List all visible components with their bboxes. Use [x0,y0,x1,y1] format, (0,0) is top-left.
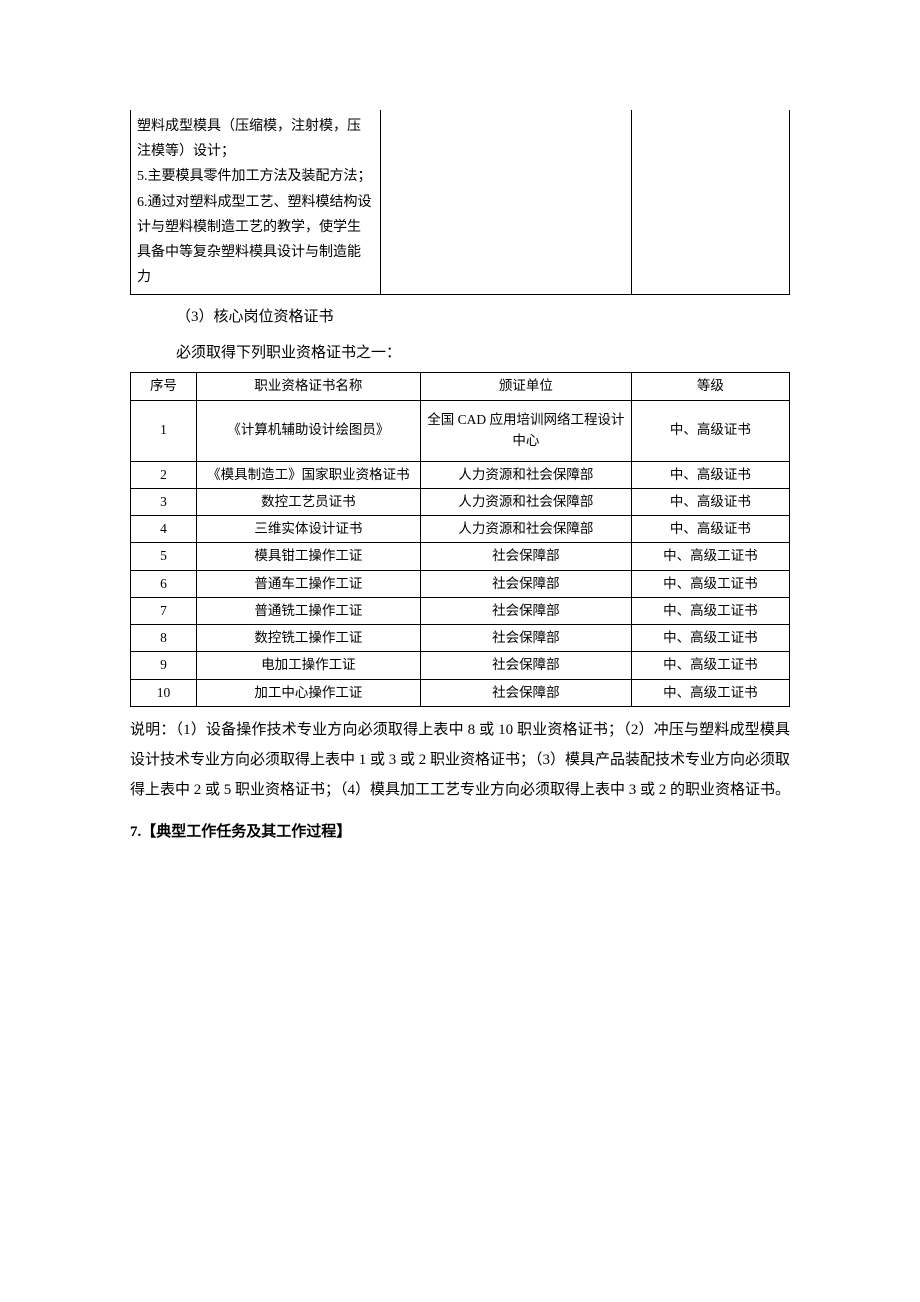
table-row: 4三维实体设计证书人力资源和社会保障部中、高级证书 [131,516,790,543]
section-7-heading: 7.【典型工作任务及其工作过程】 [130,820,790,846]
cert-cell-org: 社会保障部 [420,570,631,597]
cert-cell-n: 3 [131,488,197,515]
cert-cell-n: 6 [131,570,197,597]
col-header-org: 颁证单位 [420,373,631,400]
cert-cell-name: 数控工艺员证书 [196,488,420,515]
table-row: 10加工中心操作工证社会保障部中、高级工证书 [131,679,790,706]
cert-cell-level: 中、高级工证书 [631,597,789,624]
table-row: 2《模具制造工》国家职业资格证书人力资源和社会保障部中、高级证书 [131,461,790,488]
col-header-level: 等级 [631,373,789,400]
cert-cell-level: 中、高级工证书 [631,652,789,679]
cert-cell-n: 4 [131,516,197,543]
cert-cell-name: 数控铣工操作工证 [196,625,420,652]
top-cell-2 [381,110,631,295]
col-header-seq: 序号 [131,373,197,400]
cert-cell-name: 《计算机辅助设计绘图员》 [196,400,420,461]
cert-cell-level: 中、高级证书 [631,488,789,515]
table-row: 3数控工艺员证书人力资源和社会保障部中、高级证书 [131,488,790,515]
top-partial-table: 塑料成型模具（压缩模，注射模，压注模等）设计； 5.主要模具零件加工方法及装配方… [130,110,790,295]
cert-cell-name: 三维实体设计证书 [196,516,420,543]
cert-cell-org: 人力资源和社会保障部 [420,488,631,515]
cert-cell-n: 1 [131,400,197,461]
table-header-row: 序号 职业资格证书名称 颁证单位 等级 [131,373,790,400]
cert-cell-name: 普通铣工操作工证 [196,597,420,624]
cert-cell-name: 电加工操作工证 [196,652,420,679]
cert-cell-level: 中、高级工证书 [631,679,789,706]
cert-cell-org: 社会保障部 [420,543,631,570]
table-row: 7普通铣工操作工证社会保障部中、高级工证书 [131,597,790,624]
top-cell-1: 塑料成型模具（压缩模，注射模，压注模等）设计； 5.主要模具零件加工方法及装配方… [131,110,381,295]
explanation-paragraph: 说明：（1）设备操作技术专业方向必须取得上表中 8 或 10 职业资格证书；（2… [130,715,790,805]
cert-cell-org: 社会保障部 [420,597,631,624]
cert-cell-level: 中、高级证书 [631,516,789,543]
cert-cell-level: 中、高级工证书 [631,543,789,570]
cert-cell-n: 9 [131,652,197,679]
table-row: 8数控铣工操作工证社会保障部中、高级工证书 [131,625,790,652]
cert-cell-org: 人力资源和社会保障部 [420,461,631,488]
cert-cell-n: 8 [131,625,197,652]
cert-cell-n: 7 [131,597,197,624]
table-row: 塑料成型模具（压缩模，注射模，压注模等）设计； 5.主要模具零件加工方法及装配方… [131,110,790,295]
certificates-table: 序号 职业资格证书名称 颁证单位 等级 1《计算机辅助设计绘图员》全国 CAD … [130,372,790,707]
table-row: 9电加工操作工证社会保障部中、高级工证书 [131,652,790,679]
cert-cell-name: 加工中心操作工证 [196,679,420,706]
cert-cell-level: 中、高级工证书 [631,570,789,597]
col-header-name: 职业资格证书名称 [196,373,420,400]
paragraph-core-cert-heading: （3）核心岗位资格证书 [176,305,790,331]
cert-cell-org: 社会保障部 [420,679,631,706]
table-row: 5模具钳工操作工证社会保障部中、高级工证书 [131,543,790,570]
cert-cell-org: 人力资源和社会保障部 [420,516,631,543]
cert-cell-level: 中、高级证书 [631,461,789,488]
top-cell-3 [631,110,789,295]
cert-cell-n: 2 [131,461,197,488]
cert-cell-org: 全国 CAD 应用培训网络工程设计中心 [420,400,631,461]
table-row: 1《计算机辅助设计绘图员》全国 CAD 应用培训网络工程设计中心中、高级证书 [131,400,790,461]
cert-cell-org: 社会保障部 [420,652,631,679]
document-page: 塑料成型模具（压缩模，注射模，压注模等）设计； 5.主要模具零件加工方法及装配方… [0,0,920,920]
cert-cell-level: 中、高级工证书 [631,625,789,652]
cert-cell-level: 中、高级证书 [631,400,789,461]
cert-cell-n: 10 [131,679,197,706]
cert-cell-n: 5 [131,543,197,570]
cert-cell-name: 普通车工操作工证 [196,570,420,597]
cert-cell-name: 《模具制造工》国家职业资格证书 [196,461,420,488]
cert-cell-org: 社会保障部 [420,625,631,652]
table-row: 6普通车工操作工证社会保障部中、高级工证书 [131,570,790,597]
paragraph-must-obtain: 必须取得下列职业资格证书之一： [176,341,790,367]
cert-cell-name: 模具钳工操作工证 [196,543,420,570]
